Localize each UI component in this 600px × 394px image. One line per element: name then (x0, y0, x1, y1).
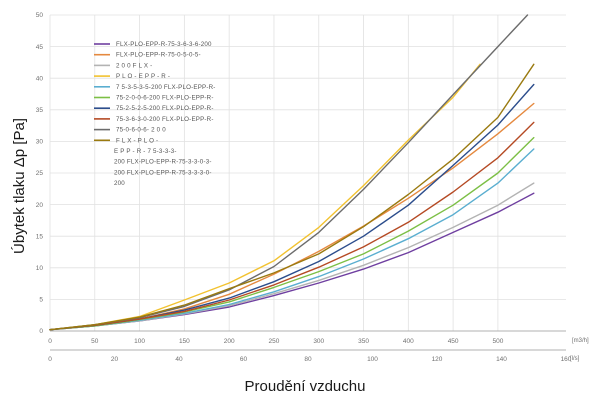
x-tick-label-ls: 80 (304, 356, 312, 363)
x-tick-label-m3h: 100 (134, 338, 145, 345)
series-line-3 (49, 182, 535, 331)
legend-text-line: FLX-PLO-EPP-R-75-0-5-0-5- (116, 52, 201, 59)
y-tick-label: 5 (39, 297, 43, 304)
legend-text-line: F L X - P L O - (116, 137, 158, 144)
y-tick-label: 35 (36, 107, 44, 114)
y-tick-label: 40 (36, 75, 44, 82)
x-tick-label-m3h: 450 (448, 338, 459, 345)
y-tick-label: 15 (36, 233, 44, 240)
legend-text-line: 200 FLX-PLO-EPP-R-75-3-3-3-0- (114, 169, 212, 176)
x-axis-label: Proudění vzduchu (245, 378, 366, 394)
x-tick-label-ls: 120 (432, 356, 443, 363)
y-tick-label: 20 (36, 202, 44, 209)
x-tick-label-m3h: 350 (358, 338, 369, 345)
x-tick-label-ls: 40 (175, 356, 183, 363)
y-tick-label: 45 (36, 44, 44, 51)
x-tick-label-m3h: 200 (224, 338, 235, 345)
chart-grid (49, 14, 566, 351)
y-tick-label: 30 (36, 139, 44, 146)
legend-text-line: 200 (114, 180, 125, 187)
x-axis-primary-unit: [m3/h] (572, 338, 589, 344)
x-tick-label-ls: 0 (48, 356, 52, 363)
x-axis-secondary-unit: [l/s] (570, 356, 580, 362)
legend-text-line: P L O - E P P - R - (116, 73, 170, 80)
y-tick-label: 0 (39, 328, 43, 335)
legend-text-line: FLX-PLO-EPP-R-75-3-6-3-6-200 (116, 41, 212, 48)
y-tick-label: 10 (36, 265, 44, 272)
x-tick-label-m3h: 50 (91, 338, 99, 345)
series-line-1 (49, 192, 535, 331)
y-tick-label: 25 (36, 170, 44, 177)
x-tick-label-ls: 60 (240, 356, 248, 363)
legend-text-line: 75-2-0-0-6-200 FLX-PLO-EPP-R- (116, 95, 214, 102)
x-axis-primary-tick-labels: 0 50 100 150 200 250 300 350 400 450 500 (48, 338, 504, 345)
x-tick-label-m3h: 300 (313, 338, 324, 345)
x-tick-label-m3h: 0 (48, 338, 52, 345)
x-tick-label-m3h: 150 (179, 338, 190, 345)
x-tick-label-ls: 140 (496, 356, 507, 363)
x-tick-label-ls: 100 (367, 356, 378, 363)
legend-text-line: 75-0-6-0-6- 2 0 0 (116, 127, 166, 134)
y-tick-label: 50 (36, 12, 44, 19)
legend: FLX-PLO-EPP-R-75-3-6-3-6-200 FLX-PLO-EPP-… (94, 41, 216, 187)
legend-text-line: 75-3-6-3-0-200 FLX-PLO-EPP-R- (116, 116, 214, 123)
x-axis-secondary-tick-labels: 0 20 40 60 80 100 120 140 160 (48, 356, 572, 363)
series-lines (49, 14, 535, 331)
x-tick-label-m3h: 500 (492, 338, 503, 345)
x-tick-label-m3h: 250 (269, 338, 280, 345)
series-line-8 (49, 121, 535, 331)
legend-text-line: 7 5-3-5-3-5-200 FLX-PLO-EPP-R- (116, 84, 216, 91)
legend-text-line: 200 FLX-PLO-EPP-R-75-3-3-0-3- (114, 159, 212, 166)
x-tick-label-ls: 160 (561, 356, 572, 363)
series-line-10 (49, 63, 535, 331)
y-axis-label: Úbytek tlaku Δp [Pa] (11, 118, 28, 254)
x-tick-label-m3h: 400 (403, 338, 414, 345)
legend-text-line: 75-2-5-2-5-200 FLX-PLO-EPP-R- (116, 105, 214, 112)
legend-text-line: E P P - R - 7 5-3-3-3- (114, 148, 177, 155)
x-tick-label-ls: 20 (111, 356, 119, 363)
series-line-6 (49, 136, 535, 331)
legend-text-line: 2 0 0 F L X - (116, 62, 152, 69)
y-axis-tick-labels: 0 5 10 15 20 25 30 35 40 45 50 (36, 12, 44, 335)
